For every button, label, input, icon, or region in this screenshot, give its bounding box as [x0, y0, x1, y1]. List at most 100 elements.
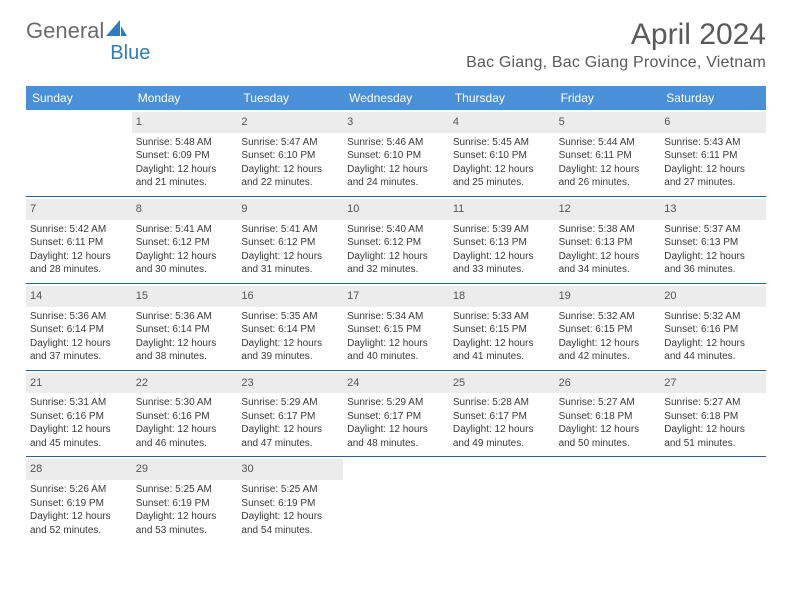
sunrise-text: Sunrise: 5:38 AM [559, 223, 657, 237]
day-number: 20 [660, 286, 766, 307]
day-number: 15 [132, 286, 238, 307]
day-cell: 4Sunrise: 5:45 AMSunset: 6:10 PMDaylight… [449, 110, 555, 196]
day-cell: 16Sunrise: 5:35 AMSunset: 6:14 PMDayligh… [237, 284, 343, 370]
day-number: 16 [237, 286, 343, 307]
sunrise-text: Sunrise: 5:40 AM [347, 223, 445, 237]
sunset-text: Sunset: 6:17 PM [453, 410, 551, 424]
daylight-text: Daylight: 12 hours and 28 minutes. [30, 250, 128, 277]
day-cell: 21Sunrise: 5:31 AMSunset: 6:16 PMDayligh… [26, 371, 132, 457]
sunset-text: Sunset: 6:11 PM [664, 149, 762, 163]
week-row: 21Sunrise: 5:31 AMSunset: 6:16 PMDayligh… [26, 370, 766, 457]
day-cell: 22Sunrise: 5:30 AMSunset: 6:16 PMDayligh… [132, 371, 238, 457]
daylight-text: Daylight: 12 hours and 34 minutes. [559, 250, 657, 277]
sunrise-text: Sunrise: 5:28 AM [453, 396, 551, 410]
daylight-text: Daylight: 12 hours and 49 minutes. [453, 423, 551, 450]
sunrise-text: Sunrise: 5:36 AM [136, 310, 234, 324]
day-number: 18 [449, 286, 555, 307]
day-number: 3 [343, 112, 449, 133]
sunrise-text: Sunrise: 5:43 AM [664, 136, 762, 150]
day-cell [449, 457, 555, 543]
header: General Blue April 2024 Bac Giang, Bac G… [0, 0, 792, 78]
sunset-text: Sunset: 6:13 PM [453, 236, 551, 250]
logo-text-gray: General [26, 18, 104, 44]
logo: General Blue [26, 18, 128, 44]
day-number: 6 [660, 112, 766, 133]
day-number: 11 [449, 199, 555, 220]
daylight-text: Daylight: 12 hours and 27 minutes. [664, 163, 762, 190]
sunset-text: Sunset: 6:15 PM [453, 323, 551, 337]
day-cell: 2Sunrise: 5:47 AMSunset: 6:10 PMDaylight… [237, 110, 343, 196]
day-cell: 3Sunrise: 5:46 AMSunset: 6:10 PMDaylight… [343, 110, 449, 196]
day-cell: 11Sunrise: 5:39 AMSunset: 6:13 PMDayligh… [449, 197, 555, 283]
day-number: 14 [26, 286, 132, 307]
day-number: 28 [26, 459, 132, 480]
sunrise-text: Sunrise: 5:42 AM [30, 223, 128, 237]
day-cell: 24Sunrise: 5:29 AMSunset: 6:17 PMDayligh… [343, 371, 449, 457]
sunset-text: Sunset: 6:10 PM [453, 149, 551, 163]
sunset-text: Sunset: 6:16 PM [664, 323, 762, 337]
daylight-text: Daylight: 12 hours and 37 minutes. [30, 337, 128, 364]
day-number: 29 [132, 459, 238, 480]
daylight-text: Daylight: 12 hours and 48 minutes. [347, 423, 445, 450]
weekday-label: Friday [555, 86, 661, 110]
sunrise-text: Sunrise: 5:48 AM [136, 136, 234, 150]
sunrise-text: Sunrise: 5:25 AM [241, 483, 339, 497]
day-cell: 30Sunrise: 5:25 AMSunset: 6:19 PMDayligh… [237, 457, 343, 543]
sunset-text: Sunset: 6:10 PM [347, 149, 445, 163]
logo-sail-icon [106, 20, 128, 38]
daylight-text: Daylight: 12 hours and 21 minutes. [136, 163, 234, 190]
day-number: 12 [555, 199, 661, 220]
day-cell: 8Sunrise: 5:41 AMSunset: 6:12 PMDaylight… [132, 197, 238, 283]
sunset-text: Sunset: 6:09 PM [136, 149, 234, 163]
daylight-text: Daylight: 12 hours and 54 minutes. [241, 510, 339, 537]
daylight-text: Daylight: 12 hours and 53 minutes. [136, 510, 234, 537]
sunrise-text: Sunrise: 5:37 AM [664, 223, 762, 237]
sunrise-text: Sunrise: 5:46 AM [347, 136, 445, 150]
daylight-text: Daylight: 12 hours and 52 minutes. [30, 510, 128, 537]
day-cell: 27Sunrise: 5:27 AMSunset: 6:18 PMDayligh… [660, 371, 766, 457]
day-number: 30 [237, 459, 343, 480]
sunset-text: Sunset: 6:12 PM [347, 236, 445, 250]
day-cell: 5Sunrise: 5:44 AMSunset: 6:11 PMDaylight… [555, 110, 661, 196]
sunrise-text: Sunrise: 5:32 AM [664, 310, 762, 324]
weekday-label: Wednesday [343, 86, 449, 110]
day-number: 8 [132, 199, 238, 220]
day-cell: 25Sunrise: 5:28 AMSunset: 6:17 PMDayligh… [449, 371, 555, 457]
sunset-text: Sunset: 6:11 PM [559, 149, 657, 163]
daylight-text: Daylight: 12 hours and 41 minutes. [453, 337, 551, 364]
day-number: 17 [343, 286, 449, 307]
day-cell: 23Sunrise: 5:29 AMSunset: 6:17 PMDayligh… [237, 371, 343, 457]
sunrise-text: Sunrise: 5:45 AM [453, 136, 551, 150]
week-row: 1Sunrise: 5:48 AMSunset: 6:09 PMDaylight… [26, 110, 766, 196]
sunrise-text: Sunrise: 5:35 AM [241, 310, 339, 324]
sunset-text: Sunset: 6:19 PM [136, 497, 234, 511]
daylight-text: Daylight: 12 hours and 44 minutes. [664, 337, 762, 364]
day-cell: 29Sunrise: 5:25 AMSunset: 6:19 PMDayligh… [132, 457, 238, 543]
daylight-text: Daylight: 12 hours and 31 minutes. [241, 250, 339, 277]
weekday-label: Thursday [449, 86, 555, 110]
daylight-text: Daylight: 12 hours and 39 minutes. [241, 337, 339, 364]
day-cell [26, 110, 132, 196]
weeks-container: 1Sunrise: 5:48 AMSunset: 6:09 PMDaylight… [26, 110, 766, 543]
weekday-label: Tuesday [237, 86, 343, 110]
sunrise-text: Sunrise: 5:31 AM [30, 396, 128, 410]
day-cell: 17Sunrise: 5:34 AMSunset: 6:15 PMDayligh… [343, 284, 449, 370]
sunset-text: Sunset: 6:13 PM [664, 236, 762, 250]
weekday-label: Monday [132, 86, 238, 110]
day-number: 4 [449, 112, 555, 133]
sunrise-text: Sunrise: 5:29 AM [347, 396, 445, 410]
sunrise-text: Sunrise: 5:36 AM [30, 310, 128, 324]
daylight-text: Daylight: 12 hours and 38 minutes. [136, 337, 234, 364]
sunrise-text: Sunrise: 5:39 AM [453, 223, 551, 237]
day-cell: 10Sunrise: 5:40 AMSunset: 6:12 PMDayligh… [343, 197, 449, 283]
daylight-text: Daylight: 12 hours and 26 minutes. [559, 163, 657, 190]
day-number: 22 [132, 373, 238, 394]
sunset-text: Sunset: 6:16 PM [30, 410, 128, 424]
daylight-text: Daylight: 12 hours and 30 minutes. [136, 250, 234, 277]
week-row: 28Sunrise: 5:26 AMSunset: 6:19 PMDayligh… [26, 456, 766, 543]
sunrise-text: Sunrise: 5:47 AM [241, 136, 339, 150]
day-cell: 14Sunrise: 5:36 AMSunset: 6:14 PMDayligh… [26, 284, 132, 370]
weekday-label: Saturday [660, 86, 766, 110]
day-cell [660, 457, 766, 543]
sunset-text: Sunset: 6:10 PM [241, 149, 339, 163]
